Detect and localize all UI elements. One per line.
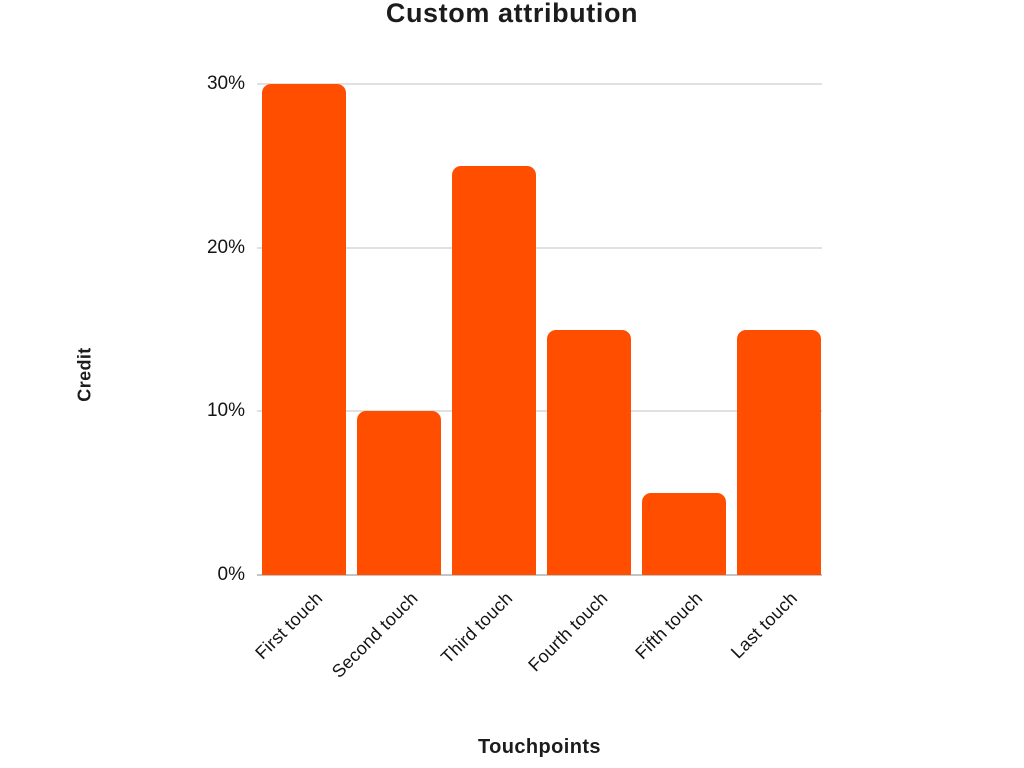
x-axis-label-third-touch: Third touch xyxy=(436,588,517,668)
x-axis-line xyxy=(257,574,822,576)
bar-fourth-touch xyxy=(547,329,631,575)
x-axis-label-fourth-touch: Fourth touch xyxy=(523,588,612,676)
x-axis-label-last-touch: Last touch xyxy=(726,588,802,663)
x-axis-label-first-touch: First touch xyxy=(251,588,327,664)
bar-first-touch xyxy=(262,84,346,575)
chart-title: Custom attribution xyxy=(385,0,639,28)
gridline-20 xyxy=(257,246,822,249)
y-axis-title: Credit xyxy=(74,347,95,402)
bar-third-touch xyxy=(452,165,536,575)
x-axis-label-second-touch: Second touch xyxy=(327,588,422,682)
bar-last-touch xyxy=(737,329,821,575)
y-tick-label-10: 10% xyxy=(206,400,245,422)
x-axis-title: Touchpoints xyxy=(478,736,601,758)
bar-second-touch xyxy=(357,411,441,575)
bar-fifth-touch xyxy=(642,493,726,575)
gridline-10 xyxy=(257,410,822,413)
y-tick-label-0: 0% xyxy=(217,564,245,585)
gridline-30 xyxy=(257,83,822,85)
y-tick-label-30: 30% xyxy=(206,73,245,94)
plot-area: 0% 10% 20% 30% First touch Second touch Third … xyxy=(207,73,822,682)
y-tick-label-20: 20% xyxy=(206,236,245,258)
x-axis-label-fifth-touch: Fifth touch xyxy=(631,588,707,664)
